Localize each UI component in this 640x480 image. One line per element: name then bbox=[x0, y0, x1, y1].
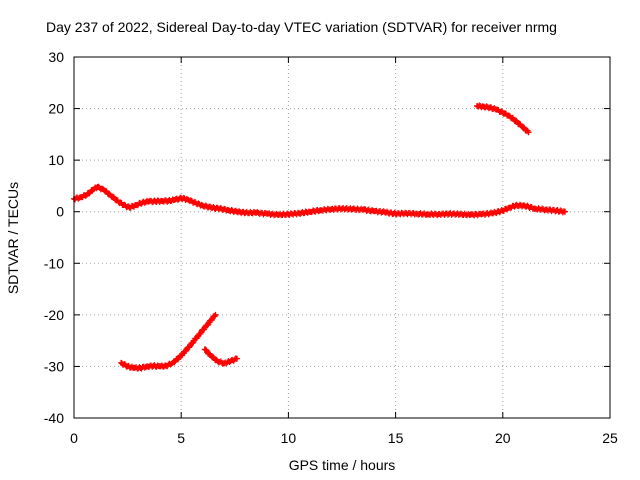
data-point bbox=[233, 355, 240, 362]
x-tick-label: 15 bbox=[388, 430, 404, 446]
x-tick-label: 5 bbox=[177, 430, 185, 446]
x-tick-label: 10 bbox=[281, 430, 297, 446]
y-tick-label: 10 bbox=[48, 152, 64, 168]
y-tick-label: -30 bbox=[44, 358, 64, 374]
series-lower-arc bbox=[118, 311, 219, 372]
series-fill-marker bbox=[513, 117, 520, 124]
x-axis: 0 5 10 15 20 25 bbox=[70, 57, 618, 446]
y-tick-label: -10 bbox=[44, 255, 64, 271]
series-upper-arc bbox=[474, 102, 532, 136]
data-point bbox=[561, 208, 568, 215]
series-main-trace bbox=[71, 183, 568, 219]
y-axis: -40 -30 -20 -10 0 10 20 30 bbox=[44, 49, 610, 426]
y-tick-label: -40 bbox=[44, 410, 64, 426]
y-tick-label: 30 bbox=[48, 49, 64, 65]
chart-title: Day 237 of 2022, Sidereal Day-to-day VTE… bbox=[46, 19, 557, 35]
y-tick-label: 20 bbox=[48, 101, 64, 117]
data-series bbox=[71, 102, 568, 372]
x-tick-label: 25 bbox=[602, 430, 618, 446]
x-tick-label: 20 bbox=[495, 430, 511, 446]
data-point bbox=[212, 311, 219, 318]
x-tick-label: 0 bbox=[70, 430, 78, 446]
y-tick-label: -20 bbox=[44, 307, 64, 323]
plot-frame bbox=[73, 56, 611, 419]
y-axis-label: SDTVAR / TECUs bbox=[5, 182, 21, 294]
x-axis-label: GPS time / hours bbox=[289, 457, 396, 473]
series-lower-short-arc bbox=[201, 346, 240, 367]
data-point bbox=[525, 129, 532, 136]
grid-lines bbox=[74, 57, 610, 418]
series-fill-marker bbox=[171, 359, 178, 366]
y-tick-label: 0 bbox=[56, 204, 64, 220]
